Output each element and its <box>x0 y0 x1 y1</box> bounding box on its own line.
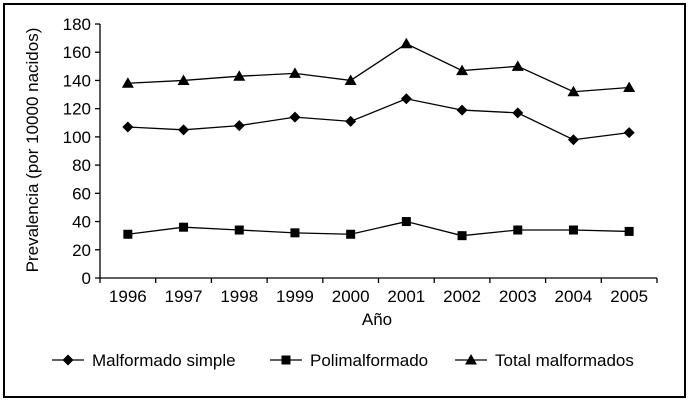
data-point-square <box>290 228 300 238</box>
data-point-diamond <box>289 111 301 123</box>
data-point-triangle <box>511 60 524 71</box>
x-tick-label: 2003 <box>499 287 537 306</box>
data-point-square <box>234 225 244 235</box>
x-tick-label: 1997 <box>165 287 203 306</box>
data-point-triangle <box>456 64 469 76</box>
data-point-diamond <box>122 121 134 133</box>
series-line <box>127 43 630 93</box>
legend-item-total-malformados: Total malformados <box>455 351 634 370</box>
legend-marker-diamond <box>62 354 74 366</box>
y-axis-title: Prevalencia (por 10000 nacidos) <box>23 28 42 273</box>
data-point-triangle <box>344 74 357 85</box>
legend-item-polimalformado: Polimalformado <box>270 351 428 370</box>
x-tick-label: 1996 <box>109 287 147 306</box>
legend-marker-square <box>281 355 291 365</box>
data-point-triangle <box>567 85 580 97</box>
y-tick-label: 180 <box>63 15 91 34</box>
chart-frame <box>3 3 686 398</box>
legend-marker-triangle <box>465 354 477 365</box>
data-point-triangle <box>233 70 246 81</box>
y-tick-label: 60 <box>72 184 91 203</box>
data-point-square <box>568 225 578 235</box>
y-axis-ticks: 0 20 40 60 80 100 120 140 160 180 <box>63 15 100 288</box>
data-point-square <box>513 225 523 235</box>
data-point-triangle <box>400 37 413 49</box>
x-tick-label: 2002 <box>443 287 481 306</box>
series-line <box>127 220 630 237</box>
data-point-diamond <box>567 134 579 146</box>
y-tick-label: 120 <box>63 100 91 119</box>
x-axis-ticks: 1996 1997 1998 1999 2000 2001 2002 2003 2004 2005 <box>99 278 658 306</box>
data-point-diamond <box>512 107 524 119</box>
y-tick-label: 140 <box>63 71 91 90</box>
series-line <box>127 98 630 141</box>
data-point-triangle <box>121 77 134 88</box>
series-group <box>121 37 636 241</box>
data-point-triangle <box>623 81 636 92</box>
x-tick-label: 2004 <box>555 287 593 306</box>
data-point-diamond <box>178 124 190 136</box>
legend: Malformado simple Polimalformado Total mal… <box>52 351 634 370</box>
legend-label: Malformado simple <box>92 351 236 370</box>
x-tick-label: 2001 <box>387 287 425 306</box>
series-malformado-simple <box>122 93 635 146</box>
y-tick-label: 40 <box>72 213 91 232</box>
x-tick-label: 2005 <box>610 287 648 306</box>
y-tick-label: 160 <box>63 43 91 62</box>
x-tick-label: 2000 <box>332 287 370 306</box>
data-point-triangle <box>177 74 190 85</box>
data-point-triangle <box>288 67 301 78</box>
legend-label: Total malformados <box>495 351 634 370</box>
y-tick-label: 0 <box>82 269 91 288</box>
data-point-diamond <box>623 127 635 139</box>
x-tick-label: 1999 <box>276 287 314 306</box>
data-point-square <box>179 222 189 232</box>
x-tick-label: 1998 <box>220 287 258 306</box>
y-tick-label: 100 <box>63 128 91 147</box>
x-axis-title: Año <box>362 310 392 329</box>
data-point-diamond <box>345 115 357 127</box>
data-point-square <box>123 229 133 239</box>
data-point-square <box>457 231 467 241</box>
y-tick-label: 20 <box>72 241 91 260</box>
series-total-malformados <box>121 37 636 97</box>
y-tick-label: 80 <box>72 156 91 175</box>
data-point-square <box>624 226 634 236</box>
legend-item-malformado-simple: Malformado simple <box>52 351 236 370</box>
data-point-diamond <box>233 120 245 132</box>
series-polimalformado <box>123 217 634 241</box>
data-point-diamond <box>456 104 468 116</box>
data-point-diamond <box>400 93 412 105</box>
data-point-square <box>401 217 411 227</box>
data-point-square <box>346 229 356 239</box>
legend-label: Polimalformado <box>310 351 428 370</box>
